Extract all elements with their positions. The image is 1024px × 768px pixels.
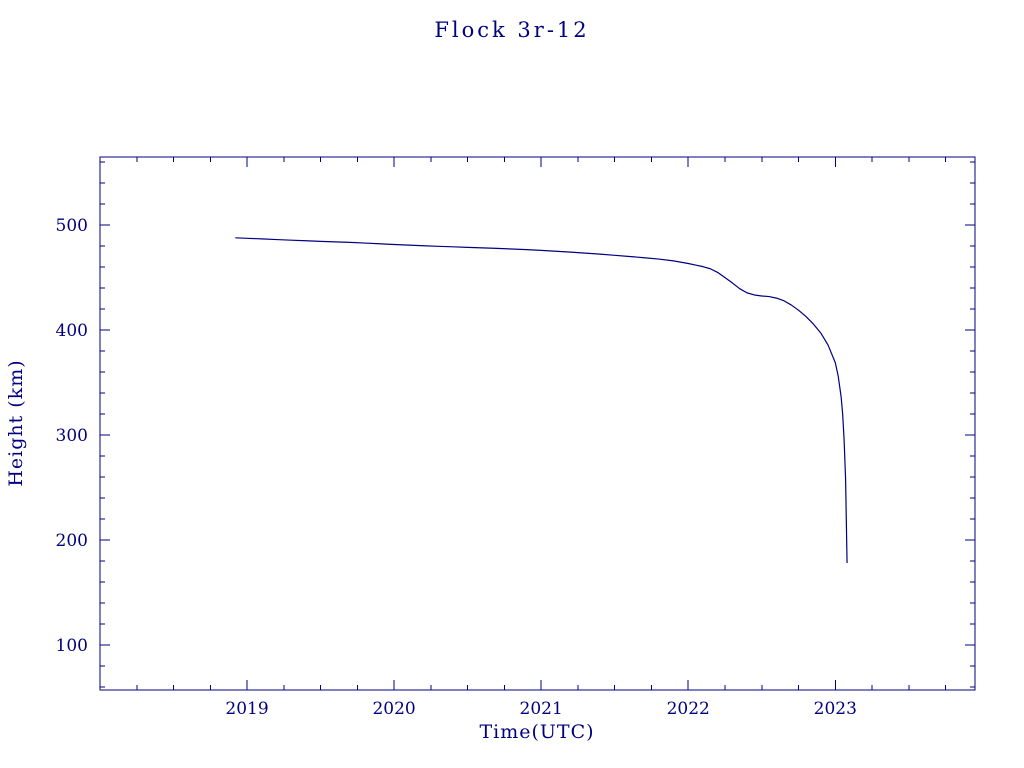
tick-label: 2020: [372, 699, 415, 719]
tick-label: 100: [56, 636, 88, 656]
x-axis-ticks: [136, 157, 947, 690]
tick-label: 2023: [814, 699, 857, 719]
y-tick-labels: 100 200 300 400 500: [56, 216, 88, 656]
tick-label: 200: [56, 531, 88, 551]
height-decay-line: [235, 237, 848, 564]
y-axis-label: Height (km): [5, 359, 27, 487]
tick-label: 2022: [667, 699, 710, 719]
tick-label: 500: [56, 216, 88, 236]
tick-label: 2019: [225, 699, 268, 719]
y-axis-ticks: [100, 161, 975, 688]
x-axis-label: Time(UTC): [479, 721, 595, 743]
tick-label: 400: [56, 321, 88, 341]
chart-title: Flock 3r-12: [434, 18, 590, 42]
tick-label: 300: [56, 426, 88, 446]
plot-frame: [99, 156, 976, 691]
tick-label: 2021: [520, 699, 563, 719]
x-tick-labels: 2019 2020 2021 2022 2023: [225, 699, 857, 719]
height-series-line: [235, 237, 848, 564]
plot-frame-rect: [99, 156, 976, 691]
